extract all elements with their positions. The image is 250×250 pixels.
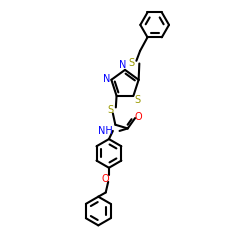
Text: S: S [134,95,140,105]
Text: NH: NH [98,126,113,136]
Text: S: S [108,105,114,115]
Text: N: N [119,60,126,70]
Text: O: O [135,112,142,122]
Text: S: S [129,58,135,68]
Text: O: O [101,174,109,184]
Text: N: N [103,74,110,84]
